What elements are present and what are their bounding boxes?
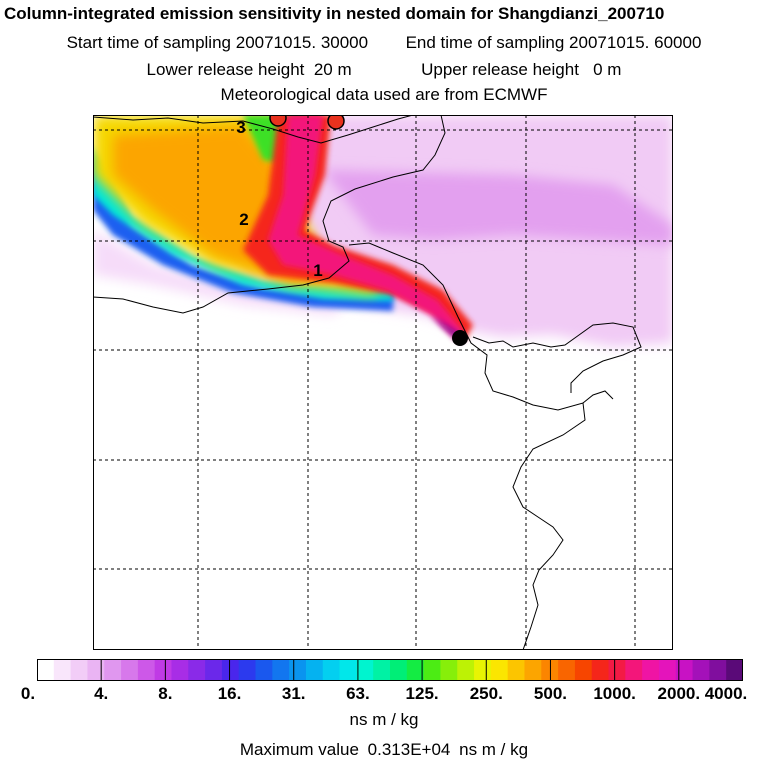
- color-scale-tick-label: 8.: [158, 684, 173, 703]
- upper-value: 0 m: [593, 60, 622, 79]
- color-scale-tick-label: 125.: [405, 684, 439, 703]
- field-mid-east: [323, 170, 673, 245]
- color-scale-tick-label: 4.: [94, 684, 109, 703]
- end-value: 20071015. 60000: [569, 33, 702, 52]
- color-scale-cell: [524, 659, 542, 681]
- color-scale-cell: [457, 659, 475, 681]
- start-label: Start time of sampling: [66, 33, 231, 52]
- color-scale-tick-label: 500.: [533, 684, 567, 703]
- color-scale-cell: [339, 659, 357, 681]
- color-scale-tick-label: 31.: [281, 684, 306, 703]
- color-scale-cell: [171, 659, 189, 681]
- color-scale-cell: [675, 659, 694, 681]
- emission-sensitivity-map: 1 2 3: [93, 115, 673, 650]
- color-scale-cell: [205, 659, 223, 681]
- color-scale-cell: [709, 659, 727, 681]
- map-title: Column-integrated emission sensitivity i…: [4, 4, 665, 23]
- color-scale-cell: [490, 659, 509, 681]
- plume-magenta: [268, 115, 463, 339]
- color-scale-tick-label: 250.: [469, 684, 503, 703]
- sampling-time-line: Start time of sampling 20071015. 30000 E…: [0, 33, 768, 53]
- met-data-note: Meteorological data used are from ECMWF: [220, 85, 548, 104]
- release-height-line: Lower release height 20 m Upper release …: [0, 60, 768, 80]
- color-scale-cell: [221, 659, 240, 681]
- color-scale-cells: [37, 659, 743, 681]
- source-marker: [269, 115, 287, 127]
- color-scale-tick-label: 2000.: [657, 684, 701, 703]
- lat-lon-grid: [93, 115, 673, 650]
- color-scale-cell: [692, 659, 710, 681]
- color-scale-cell: [356, 659, 374, 681]
- maximum-value-line: Maximum value 0.313E+04 ns m / kg: [0, 740, 768, 760]
- color-scale-cell: [625, 659, 643, 681]
- color-scale-cell: [154, 659, 173, 681]
- max-label: Maximum value: [239, 740, 359, 759]
- color-scale-cell: [37, 659, 55, 681]
- color-scale-cell: [373, 659, 391, 681]
- color-scale-cell: [305, 659, 324, 681]
- plume-label: 1: [313, 261, 322, 280]
- field-orange: [113, 125, 333, 283]
- color-scale-cell: [406, 659, 425, 681]
- color-scale-cell: [726, 659, 743, 681]
- upper-label: Upper release height: [421, 60, 579, 79]
- color-scale-cell: [70, 659, 89, 681]
- color-scale-cell: [121, 659, 139, 681]
- color-scale-cell: [507, 659, 526, 681]
- source-marker: [327, 115, 345, 130]
- max-unit: ns m / kg: [459, 740, 529, 759]
- color-scale-cell: [87, 659, 105, 681]
- receptor-marker: [452, 330, 468, 346]
- color-scale-cell: [255, 659, 273, 681]
- map-frame: [93, 115, 673, 650]
- color-scale-dividers: [100, 659, 680, 681]
- end-label: End time of sampling: [405, 33, 565, 52]
- color-scale-tick-label: 63.: [346, 684, 370, 703]
- color-scale-tick-label: 4000.: [704, 684, 748, 703]
- sensitivity-field: [93, 115, 673, 347]
- max-value: 0.313E+04: [367, 740, 451, 759]
- color-scale-cell: [642, 659, 660, 681]
- start-value: 20071015. 30000: [235, 33, 369, 52]
- color-scale-cell: [53, 659, 72, 681]
- color-scale-tick-label: 16.: [217, 684, 242, 703]
- color-scale-bar: [37, 659, 743, 681]
- color-scale-cell: [574, 659, 593, 681]
- color-scale-cell: [272, 659, 290, 681]
- color-scale-frame: [37, 659, 743, 681]
- color-scale-cell: [104, 659, 122, 681]
- color-scale-tick-label: 1000.: [593, 684, 636, 703]
- color-scale-cell: [289, 659, 307, 681]
- color-scale-cell: [238, 659, 257, 681]
- color-scale-cell: [608, 659, 626, 681]
- color-scale-cell: [423, 659, 442, 681]
- color-scale-cell: [558, 659, 576, 681]
- color-scale-cell: [474, 659, 492, 681]
- color-scale-cell: [322, 659, 341, 681]
- color-scale-tick-label: 0.: [20, 684, 36, 703]
- color-scale-cell: [137, 659, 156, 681]
- lower-label: Lower release height: [146, 60, 305, 79]
- plume-label: 2: [239, 210, 248, 229]
- lower-value: 20 m: [313, 60, 352, 79]
- color-scale-cell: [390, 659, 408, 681]
- color-scale-cell: [658, 659, 677, 681]
- coastline: [93, 115, 642, 650]
- color-scale-cell: [440, 659, 458, 681]
- color-scale-cell: [591, 659, 610, 681]
- color-scale-cell: [188, 659, 206, 681]
- plume-label: 3: [236, 118, 245, 137]
- scale-unit: ns m / kg: [349, 710, 419, 729]
